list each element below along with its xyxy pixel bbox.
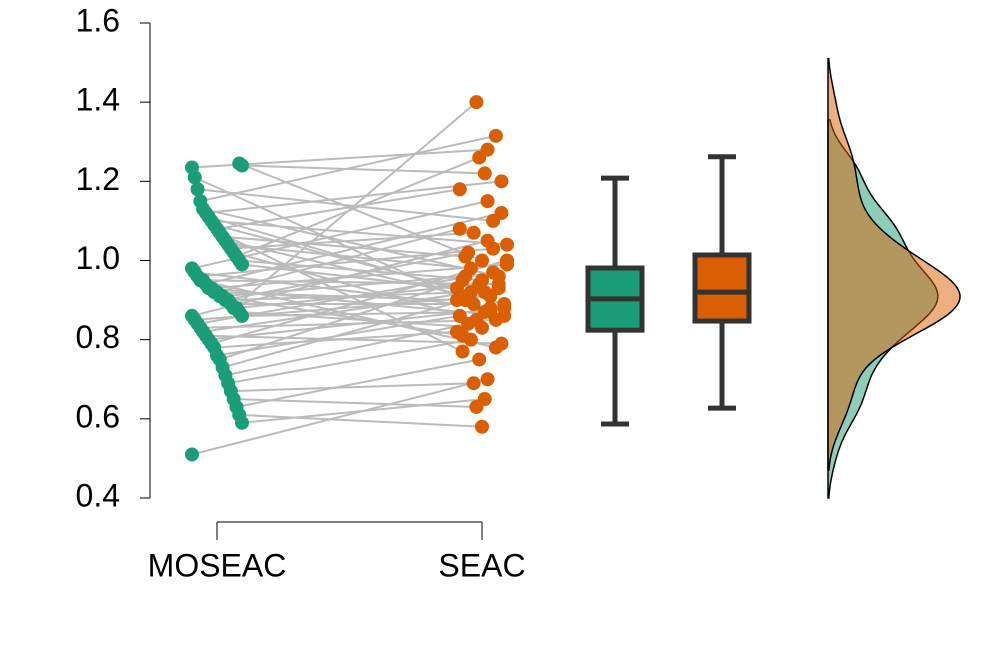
point [455, 328, 470, 343]
density [827, 57, 961, 472]
pair-link [228, 243, 471, 270]
y-tick-label: 1.4 [76, 82, 120, 118]
point [488, 340, 503, 355]
point [185, 308, 199, 323]
point [486, 213, 501, 228]
pair-link [230, 231, 474, 250]
point [469, 312, 484, 327]
point [480, 194, 495, 209]
point [483, 304, 498, 319]
point [193, 194, 208, 209]
pair-link [241, 164, 485, 175]
pair-link [211, 219, 508, 246]
pair-link [233, 251, 477, 321]
point [486, 241, 501, 256]
point [455, 344, 470, 359]
point [477, 166, 492, 181]
point [452, 308, 467, 323]
point [458, 249, 473, 264]
x-tick-label: SEAC [438, 547, 525, 583]
point [469, 399, 484, 414]
pair-link [200, 279, 497, 349]
point [463, 261, 478, 276]
y-tick-label: 1.6 [76, 2, 120, 38]
point [452, 221, 467, 236]
pair-link [239, 259, 483, 282]
point [491, 269, 506, 284]
point [480, 142, 495, 157]
y-tick-label: 0.8 [76, 319, 120, 355]
point [185, 261, 199, 276]
pair-link [222, 235, 466, 258]
point [466, 376, 481, 391]
y-tick-label: 0.6 [76, 398, 120, 434]
point [466, 225, 481, 240]
point [185, 160, 199, 175]
point [452, 182, 467, 197]
point [477, 285, 492, 300]
point [475, 273, 489, 288]
pair-link [222, 299, 466, 369]
pair-link [238, 162, 483, 262]
x-tick-label: MOSEAC [148, 547, 287, 583]
pair-link [239, 413, 483, 428]
point [185, 447, 199, 462]
pair-link [233, 398, 477, 408]
pair-link [241, 263, 485, 294]
pair-link [211, 263, 508, 290]
pair-link [203, 279, 499, 286]
pair-link [205, 180, 502, 214]
point [232, 156, 247, 171]
pair-link [197, 247, 494, 278]
y-tick-label: 1.0 [76, 240, 120, 276]
pair-link [205, 334, 502, 345]
pair-link [233, 101, 478, 309]
point [500, 237, 514, 252]
point [497, 297, 512, 312]
y-tick-label: 0.4 [76, 477, 120, 513]
pair-link [227, 338, 472, 385]
pair-link [194, 176, 491, 313]
point [461, 289, 476, 304]
pair-link [230, 382, 474, 393]
pair-link [202, 287, 499, 333]
y-tick-label: 1.2 [76, 161, 120, 197]
pair-link [200, 318, 496, 329]
pair-link [205, 212, 502, 286]
point [497, 308, 512, 323]
point [190, 182, 205, 197]
point [500, 257, 514, 272]
point [450, 281, 464, 296]
pair-link [241, 398, 485, 424]
point [475, 253, 489, 268]
point [450, 293, 464, 308]
point [472, 352, 487, 367]
point [488, 128, 503, 143]
pair-link [194, 271, 491, 309]
box [692, 252, 752, 324]
point [469, 95, 484, 110]
pair-link [219, 295, 463, 337]
pair-link [225, 239, 469, 298]
pair-link [191, 378, 488, 456]
point [494, 174, 509, 189]
point [475, 419, 489, 434]
pair-link [202, 208, 499, 278]
point [480, 372, 495, 387]
pair-link [219, 231, 463, 353]
pair-link [236, 358, 480, 408]
